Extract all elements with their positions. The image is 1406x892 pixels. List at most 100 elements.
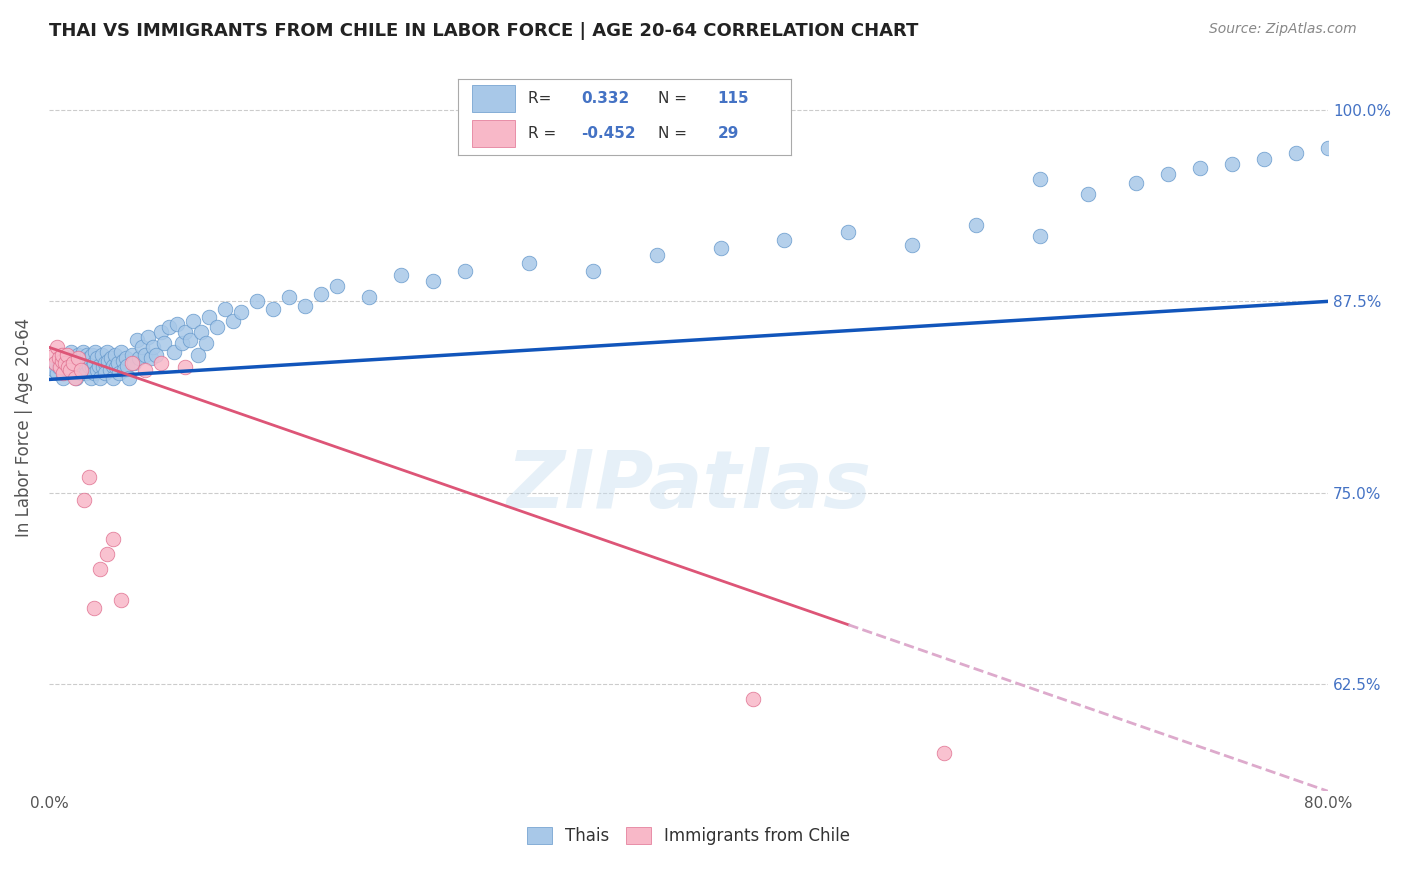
- Point: [84, 344, 107, 359]
- Point: [121, 356, 143, 370]
- Point: [1029, 228, 1052, 243]
- Point: [105, 360, 128, 375]
- Point: [222, 314, 245, 328]
- Point: [53, 356, 76, 370]
- Point: [66, 351, 89, 365]
- Point: [52, 371, 75, 385]
- Point: [101, 359, 124, 373]
- Point: [581, 264, 603, 278]
- Point: [117, 359, 139, 373]
- Point: [73, 363, 96, 377]
- Point: [59, 367, 82, 381]
- Point: [51, 348, 73, 362]
- Point: [122, 356, 145, 370]
- Point: [145, 348, 167, 362]
- Point: [70, 363, 93, 377]
- Point: [48, 351, 70, 365]
- Point: [517, 256, 540, 270]
- Point: [56, 356, 79, 370]
- Point: [96, 344, 118, 359]
- Point: [294, 299, 316, 313]
- Text: ZIPatlas: ZIPatlas: [506, 447, 872, 524]
- Point: [83, 356, 105, 370]
- Point: [128, 351, 150, 365]
- Point: [97, 354, 120, 368]
- Point: [70, 354, 93, 368]
- Point: [62, 356, 84, 370]
- Point: [56, 360, 79, 375]
- Point: [46, 340, 69, 354]
- Point: [67, 359, 90, 373]
- Point: [773, 233, 796, 247]
- Point: [110, 593, 132, 607]
- Point: [741, 692, 763, 706]
- Point: [110, 344, 132, 359]
- Point: [198, 310, 221, 324]
- Point: [42, 348, 65, 362]
- Point: [134, 363, 156, 377]
- Point: [66, 348, 89, 362]
- Point: [141, 351, 163, 365]
- Point: [389, 268, 412, 283]
- Point: [107, 356, 129, 370]
- Point: [62, 351, 84, 365]
- Point: [149, 356, 172, 370]
- Point: [709, 241, 731, 255]
- Point: [1381, 130, 1403, 145]
- Point: [46, 367, 69, 381]
- Text: Source: ZipAtlas.com: Source: ZipAtlas.com: [1209, 22, 1357, 37]
- Point: [77, 359, 100, 373]
- Point: [125, 333, 148, 347]
- Point: [62, 363, 84, 377]
- Point: [86, 363, 108, 377]
- Point: [837, 226, 859, 240]
- Point: [262, 301, 284, 316]
- Point: [94, 367, 117, 381]
- Point: [90, 348, 112, 362]
- Point: [173, 360, 195, 375]
- Point: [1125, 177, 1147, 191]
- Point: [82, 360, 104, 375]
- Point: [98, 363, 121, 377]
- Point: [1220, 156, 1243, 170]
- Point: [187, 348, 209, 362]
- Point: [48, 360, 70, 375]
- Point: [82, 348, 104, 362]
- Point: [901, 237, 924, 252]
- Text: THAI VS IMMIGRANTS FROM CHILE IN LABOR FORCE | AGE 20-64 CORRELATION CHART: THAI VS IMMIGRANTS FROM CHILE IN LABOR F…: [49, 22, 918, 40]
- Point: [73, 356, 96, 370]
- Point: [149, 325, 172, 339]
- Point: [75, 367, 97, 381]
- Point: [55, 348, 77, 362]
- Point: [63, 360, 86, 375]
- Point: [194, 335, 217, 350]
- Point: [44, 356, 66, 370]
- Point: [277, 290, 299, 304]
- Point: [63, 371, 86, 385]
- Legend: Thais, Immigrants from Chile: Thais, Immigrants from Chile: [527, 827, 851, 845]
- Point: [77, 470, 100, 484]
- Point: [49, 360, 72, 375]
- Point: [49, 354, 72, 368]
- Point: [103, 348, 125, 362]
- Point: [51, 354, 73, 368]
- Point: [79, 371, 101, 385]
- Point: [65, 371, 87, 385]
- Point: [96, 547, 118, 561]
- Point: [91, 360, 114, 375]
- Point: [101, 371, 124, 385]
- Point: [52, 367, 75, 381]
- Point: [131, 340, 153, 354]
- Point: [142, 340, 165, 354]
- Point: [83, 367, 105, 381]
- Point: [108, 367, 131, 381]
- Point: [181, 314, 204, 328]
- Point: [136, 329, 159, 343]
- Point: [645, 248, 668, 262]
- Point: [214, 301, 236, 316]
- Point: [112, 363, 135, 377]
- Point: [53, 359, 76, 373]
- Point: [118, 371, 141, 385]
- Point: [190, 325, 212, 339]
- Point: [1348, 136, 1371, 151]
